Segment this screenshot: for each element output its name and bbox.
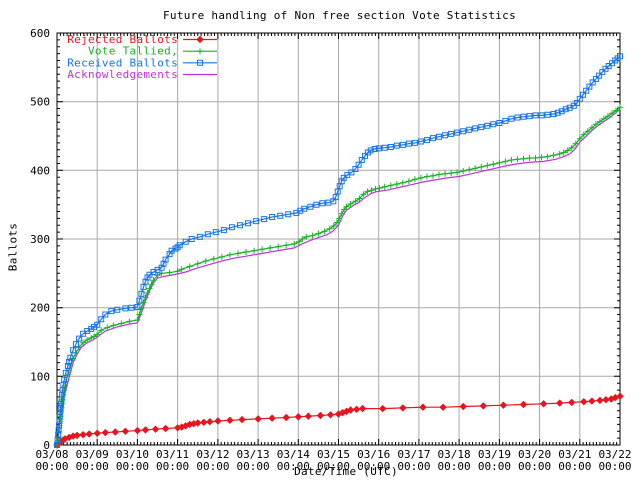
legend-label-acknowledgements: Acknowledgements [67, 68, 178, 81]
x-tick-time: 00:00 [518, 460, 551, 473]
x-tick-date: 03/16 [357, 448, 390, 461]
legend-label-received-ballots: Received Ballots [67, 56, 178, 69]
x-tick-time: 00:00 [196, 460, 229, 473]
legend-item-received-ballots: Received Ballots [67, 56, 217, 69]
x-axis-label: Date/Time (UTC) [294, 465, 398, 478]
chart-title: Future handling of Non free section Vote… [162, 9, 517, 22]
x-tick-time: 00:00 [116, 460, 149, 473]
grid-lines [57, 33, 620, 445]
x-tick-date: 03/17 [397, 448, 430, 461]
x-tick-time: 00:00 [558, 460, 591, 473]
x-tick-time: 00:00 [317, 460, 350, 473]
y-tick-label: 200 [30, 302, 50, 315]
x-tick-time: 00:00 [598, 460, 631, 473]
legend-item-rejected-ballots: Rejected Ballots [67, 33, 217, 46]
x-tick-time: 00:00 [438, 460, 471, 473]
x-tick-date: 03/08 [35, 448, 68, 461]
y-axis-label: Ballots [6, 222, 20, 272]
x-tick-date: 03/20 [518, 448, 551, 461]
x-tick-date: 03/13 [237, 448, 270, 461]
y-tick-label: 500 [30, 96, 50, 109]
x-tick-date: 03/11 [156, 448, 189, 461]
x-tick-date: 03/09 [76, 448, 109, 461]
legend-label-rejected-ballots: Rejected Ballots [67, 33, 178, 46]
x-tick-date: 03/12 [196, 448, 229, 461]
x-tick-time: 00:00 [156, 460, 189, 473]
x-tick-time: 00:00 [76, 460, 109, 473]
x-tick-date: 03/22 [598, 448, 631, 461]
y-tick-label: 400 [30, 164, 50, 177]
legend-item-acknowledgements: Acknowledgements [67, 68, 217, 81]
series-markers-received-ballots [54, 53, 623, 448]
legend-marker-vote-tallied [197, 48, 203, 55]
y-tick-labels: 0 100 200 300 400 500 600 [30, 27, 50, 452]
legend-marker-rejected-ballots [196, 35, 204, 44]
x-tick-date: 03/18 [438, 448, 471, 461]
x-tick-date: 03/15 [317, 448, 350, 461]
y-tick-label: 100 [30, 370, 50, 383]
legend-item-vote-tallied: Vote Tallied, [88, 45, 217, 58]
legend-marker-received-ballots [197, 59, 203, 66]
y-tick-label: 0 [43, 439, 50, 452]
x-tick-time: 00:00 [237, 460, 270, 473]
x-tick-date: 03/10 [116, 448, 149, 461]
x-tick-time: 00:00 [277, 460, 310, 473]
x-tick-time: 00:00 [478, 460, 511, 473]
y-tick-label: 300 [30, 233, 50, 246]
y-tick-label: 600 [30, 27, 50, 40]
x-tick-time: 00:00 [357, 460, 390, 473]
x-tick-time: 00:00 [35, 460, 68, 473]
x-tick-time: 00:00 [397, 460, 430, 473]
series-line-acknowledgements [56, 108, 621, 446]
legend-label-vote-tallied: Vote Tallied, [88, 45, 178, 58]
x-tick-date: 03/21 [558, 448, 591, 461]
x-tick-labels: 03/0800:0003/0900:0003/1000:0003/1100:00… [35, 448, 631, 473]
x-tick-date: 03/14 [277, 448, 310, 461]
x-tick-date: 03/19 [478, 448, 511, 461]
